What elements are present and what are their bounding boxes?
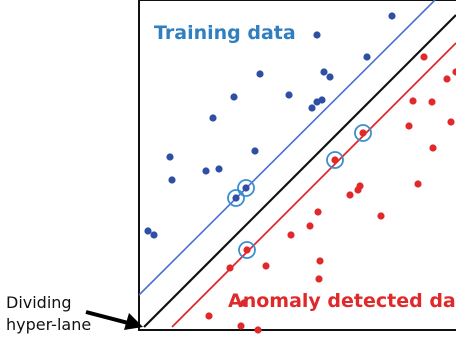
training-point [166, 153, 174, 161]
anomaly-point [254, 326, 262, 334]
dividing-hyperplane-label: Dividing hyper-lane [6, 292, 91, 336]
plot-frame [138, 0, 456, 331]
training-point [326, 73, 334, 81]
support-vector-ring [238, 241, 256, 259]
anomaly-point [405, 122, 413, 130]
anomaly-point [243, 246, 251, 254]
anomaly-point [443, 75, 451, 83]
anomaly-point [346, 191, 354, 199]
anomaly-point [377, 212, 385, 220]
support-vector-ring [237, 179, 255, 197]
anomaly-point [262, 262, 270, 270]
training-point [202, 167, 210, 175]
training-point [308, 104, 316, 112]
training-point [242, 184, 250, 192]
anomaly-point [428, 98, 436, 106]
dividing-hyperplane-line [143, 14, 456, 328]
anomaly-point [314, 208, 322, 216]
anomaly-point [409, 97, 417, 105]
training-point [251, 147, 259, 155]
training-point [144, 227, 152, 235]
anomaly-margin-line [171, 42, 456, 328]
training-point [168, 176, 176, 184]
training-data-label: Training data [154, 22, 296, 44]
anomaly-point [447, 118, 455, 126]
anomaly-point [429, 144, 437, 152]
anomaly-point [316, 257, 324, 265]
training-point [318, 96, 326, 104]
divider-label-line-1: Dividing [6, 293, 72, 312]
anomaly-point [237, 322, 245, 330]
pointer-arrow-head [124, 313, 143, 330]
anomaly-point [331, 156, 339, 164]
training-point [363, 53, 371, 61]
anomaly-point [287, 231, 295, 239]
training-point [285, 91, 293, 99]
anomaly-point [354, 186, 362, 194]
anomaly-point [205, 312, 213, 320]
training-margin-line [138, 0, 436, 296]
divider-label-line-2: hyper-lane [6, 315, 92, 334]
training-point [150, 231, 158, 239]
data-points [144, 12, 456, 334]
training-point [215, 165, 223, 173]
anomaly-point [452, 68, 456, 76]
anomaly-point [414, 180, 422, 188]
anomaly-point [240, 299, 248, 307]
anomaly-point [420, 53, 428, 61]
training-point [313, 31, 321, 39]
training-point [256, 70, 264, 78]
training-point [230, 93, 238, 101]
support-vector-ring [227, 189, 245, 207]
training-point [232, 194, 240, 202]
anomaly-point [226, 264, 234, 272]
anomaly-point [359, 129, 367, 137]
support-vector-ring [354, 124, 372, 142]
pointer-arrow-line [85, 310, 129, 325]
anomaly-data-label: Anomaly detected data [228, 290, 456, 312]
training-point [320, 68, 328, 76]
training-point [388, 12, 396, 20]
training-point [209, 114, 217, 122]
anomaly-point [306, 222, 314, 230]
support-vector-ring [326, 151, 344, 169]
anomaly-point [315, 275, 323, 283]
